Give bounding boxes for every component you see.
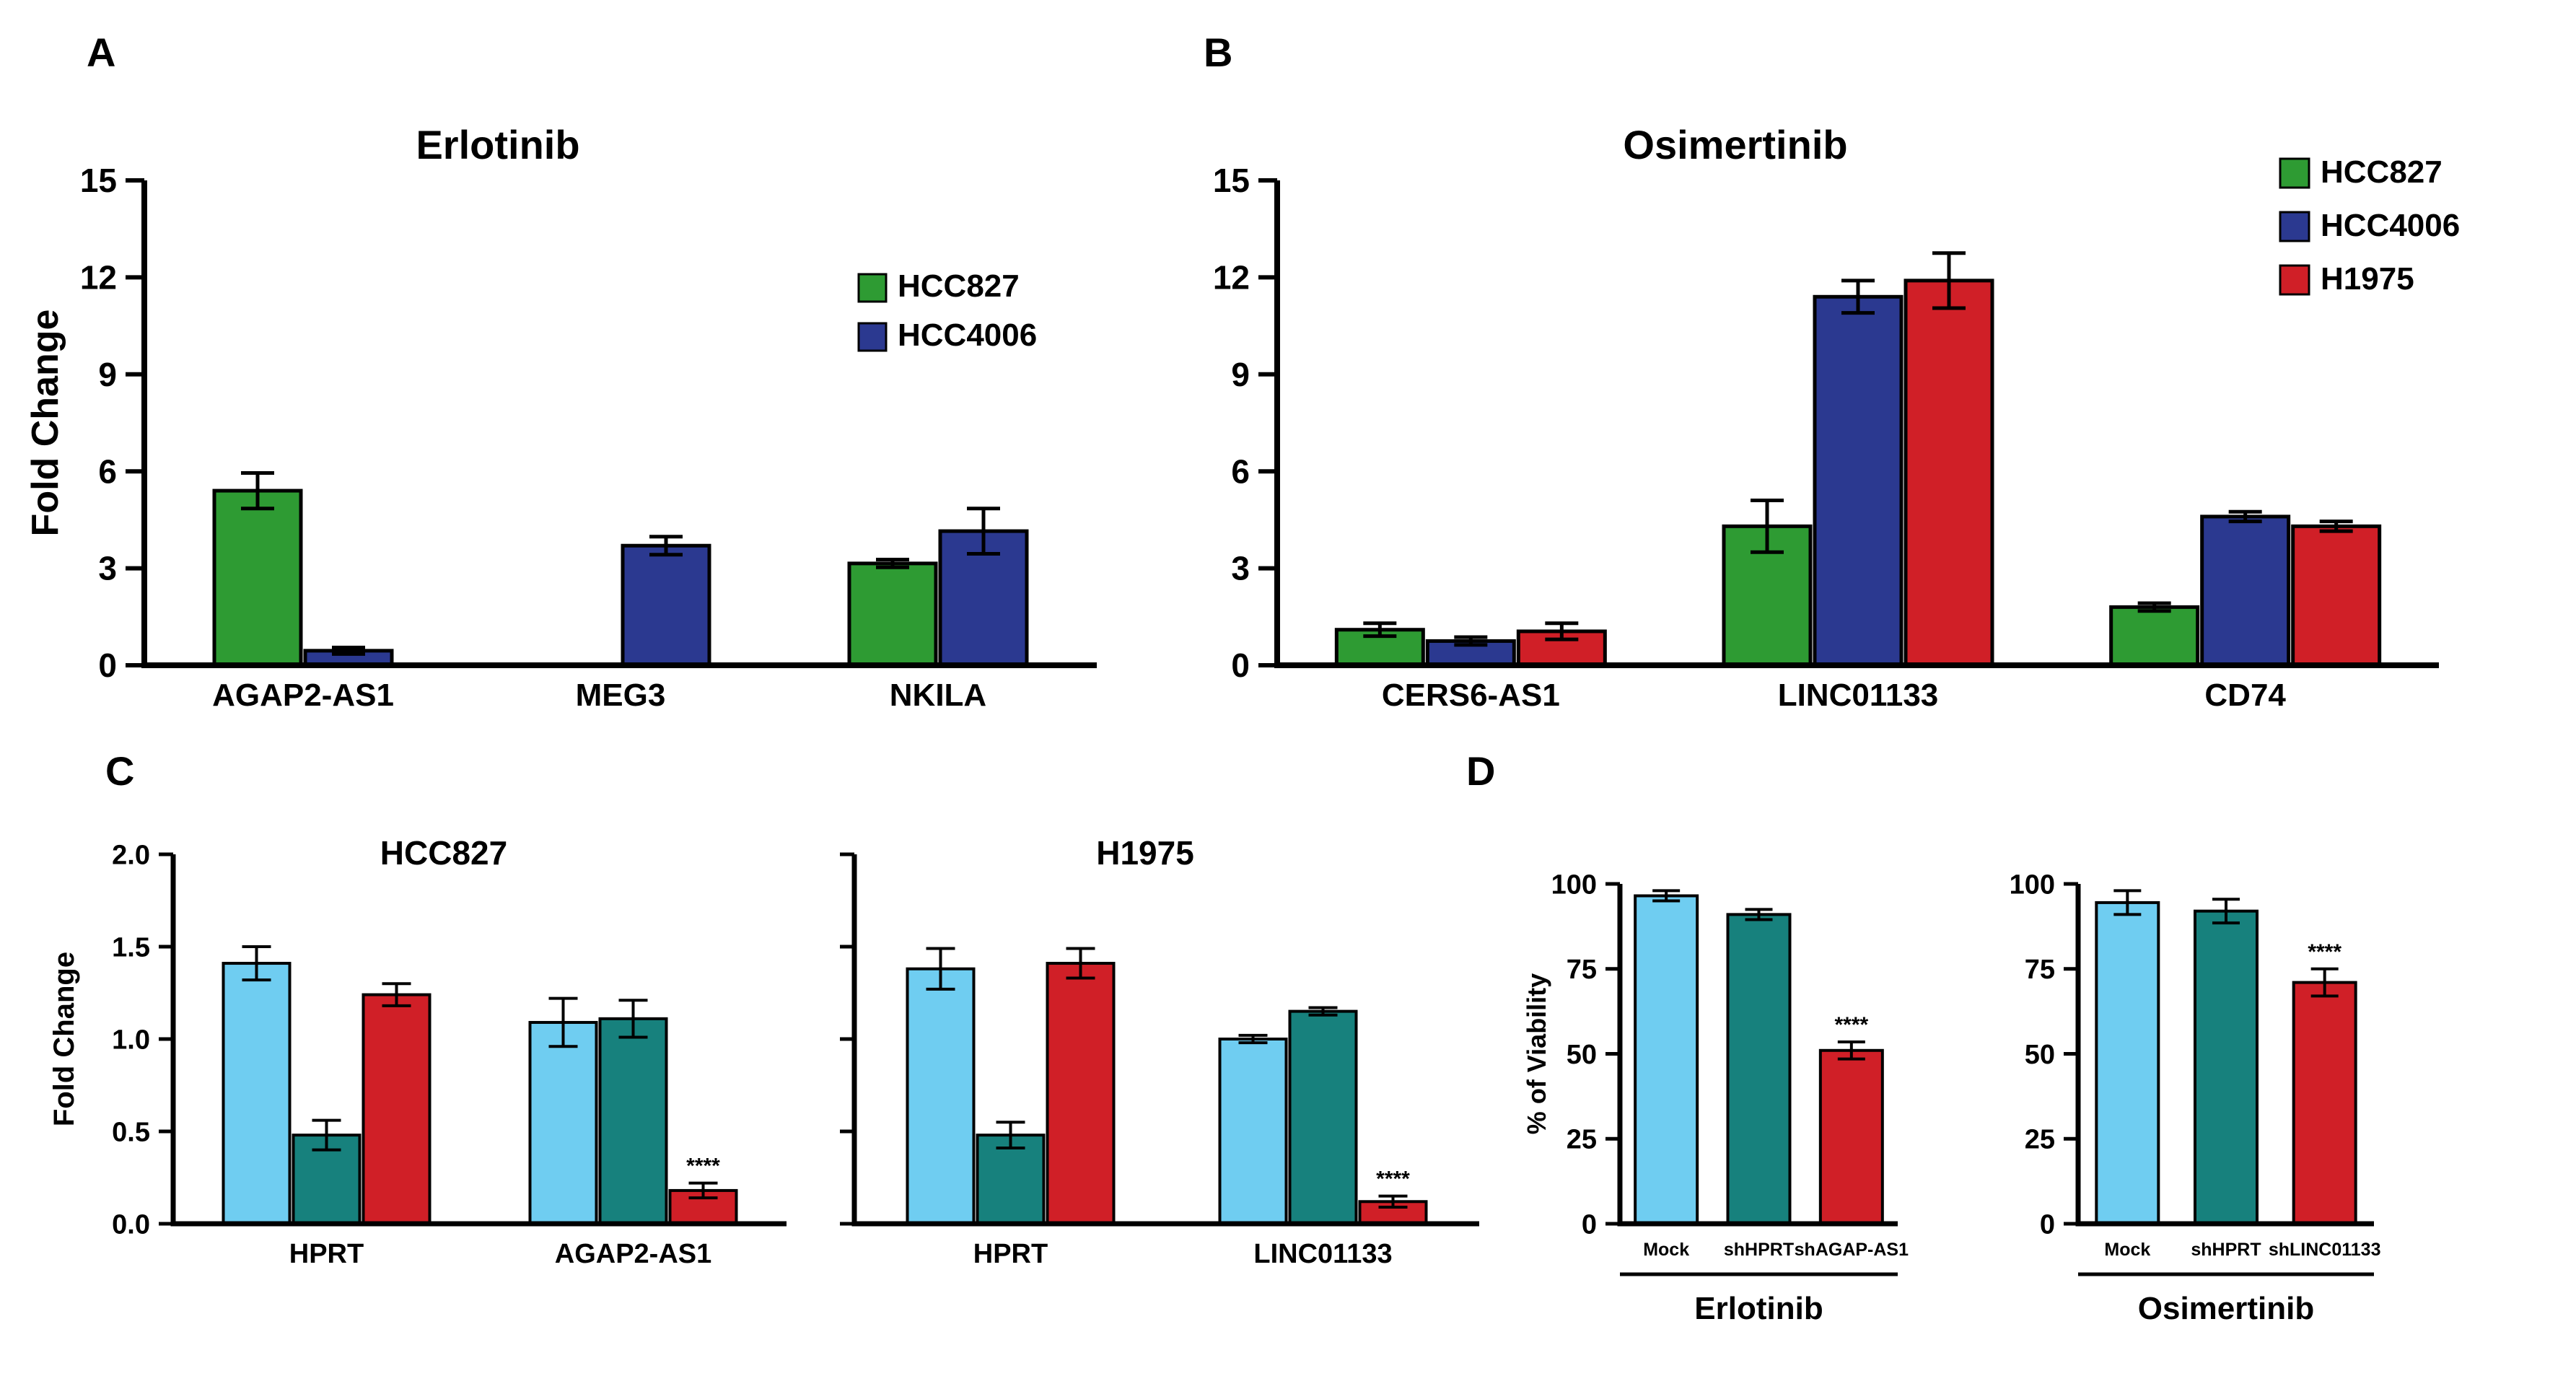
svg-text:0: 0	[2040, 1209, 2055, 1240]
panel-a-label: A	[87, 30, 116, 75]
svg-text:shHPRT: shHPRT	[1724, 1240, 1794, 1260]
svg-text:9: 9	[98, 356, 117, 393]
svg-text:Mock: Mock	[1643, 1240, 1689, 1260]
svg-text:50: 50	[2025, 1040, 2055, 1070]
svg-text:0: 0	[1231, 647, 1250, 684]
svg-text:% of Viability: % of Viability	[1522, 973, 1551, 1134]
svg-text:HCC827: HCC827	[380, 834, 507, 872]
svg-text:50: 50	[1567, 1040, 1597, 1070]
svg-text:H1975: H1975	[1096, 834, 1194, 872]
svg-text:12: 12	[80, 259, 117, 297]
svg-text:100: 100	[1551, 869, 1597, 900]
panel-d-erlotinib-chart: 0 25 50 75 100 **** Mock shHPRT shAGAP-AS1 Erloti…	[1515, 808, 2049, 1376]
svg-text:****: ****	[1834, 1013, 1868, 1037]
svg-text:75: 75	[1567, 955, 1597, 985]
svg-text:****: ****	[686, 1154, 720, 1178]
svg-text:MEG3: MEG3	[576, 678, 666, 713]
svg-text:15: 15	[80, 162, 117, 199]
svg-text:2.0: 2.0	[112, 840, 150, 870]
svg-text:Fold Change: Fold Change	[25, 310, 66, 537]
svg-text:HPRT: HPRT	[289, 1239, 364, 1269]
svg-text:****: ****	[2308, 940, 2341, 964]
svg-text:HCC827: HCC827	[898, 268, 1020, 304]
svg-text:shHPRT: shHPRT	[2191, 1240, 2261, 1260]
svg-text:HCC4006: HCC4006	[2321, 208, 2460, 243]
panel-d-label: D	[1466, 748, 1496, 794]
svg-text:Mock: Mock	[2104, 1240, 2150, 1260]
svg-text:shLINC01133: shLINC01133	[2269, 1240, 2381, 1260]
panel-c-label: C	[105, 748, 135, 794]
svg-text:3: 3	[1231, 550, 1250, 587]
svg-text:6: 6	[98, 452, 117, 490]
svg-text:75: 75	[2025, 955, 2055, 985]
svg-text:0.0: 0.0	[112, 1209, 150, 1240]
svg-text:CERS6-AS1: CERS6-AS1	[1382, 678, 1560, 713]
svg-text:1.5: 1.5	[112, 932, 150, 963]
svg-text:HCC4006: HCC4006	[898, 317, 1037, 353]
svg-text:Erlotinib: Erlotinib	[416, 122, 579, 167]
svg-text:LINC01133: LINC01133	[1253, 1239, 1392, 1269]
svg-text:0: 0	[1582, 1209, 1597, 1240]
panel-b-chart: 0 3 6 9 12 15 CERS6-AS1 LINC01133 CD74 Osimertini…	[1198, 108, 2554, 830]
svg-text:HCC827: HCC827	[2321, 154, 2443, 190]
panel-c-h1975-chart: **** HPRT LINC01133 H1975	[815, 808, 1508, 1371]
svg-text:NKILA: NKILA	[890, 678, 986, 713]
svg-text:3: 3	[98, 550, 117, 587]
svg-text:Fold Change: Fold Change	[48, 952, 80, 1126]
svg-text:****: ****	[1376, 1167, 1410, 1191]
svg-text:0: 0	[98, 647, 117, 684]
svg-text:AGAP2-AS1: AGAP2-AS1	[212, 678, 394, 713]
svg-text:Osimertinib: Osimertinib	[1623, 122, 1847, 167]
svg-text:H1975: H1975	[2321, 261, 2414, 297]
svg-text:0.5: 0.5	[112, 1117, 150, 1147]
svg-text:HPRT: HPRT	[973, 1239, 1048, 1269]
svg-text:shAGAP-AS1: shAGAP-AS1	[1795, 1240, 1909, 1260]
svg-text:Erlotinib: Erlotinib	[1694, 1291, 1823, 1326]
svg-text:AGAP2-AS1: AGAP2-AS1	[555, 1239, 712, 1269]
panel-c-hcc827-chart: 0.0 0.5 1.0 1.5 2.0 **** HPRT AGAP2-AS1 HCC827 Fo…	[43, 808, 830, 1371]
svg-text:6: 6	[1231, 452, 1250, 490]
svg-text:25: 25	[1567, 1125, 1597, 1155]
svg-text:12: 12	[1213, 259, 1250, 297]
svg-text:25: 25	[2025, 1125, 2055, 1155]
svg-text:100: 100	[2010, 869, 2055, 900]
svg-text:LINC01133: LINC01133	[1778, 678, 1939, 713]
svg-text:Osimertinib: Osimertinib	[2138, 1291, 2315, 1326]
svg-text:9: 9	[1231, 356, 1250, 393]
panel-b-label: B	[1204, 30, 1233, 75]
svg-text:15: 15	[1213, 162, 1250, 199]
svg-text:1.0: 1.0	[112, 1025, 150, 1055]
panel-a-chart: 0 3 6 9 12 15 AGAP2-AS1 MEG3 NKILA Erlotinib Fold …	[25, 108, 1183, 830]
svg-text:CD74: CD74	[2204, 678, 2286, 713]
panel-d-osimertinib-chart: 0 25 50 75 100 **** Mock shHPRT shLINC01133 Osime…	[2010, 808, 2576, 1376]
